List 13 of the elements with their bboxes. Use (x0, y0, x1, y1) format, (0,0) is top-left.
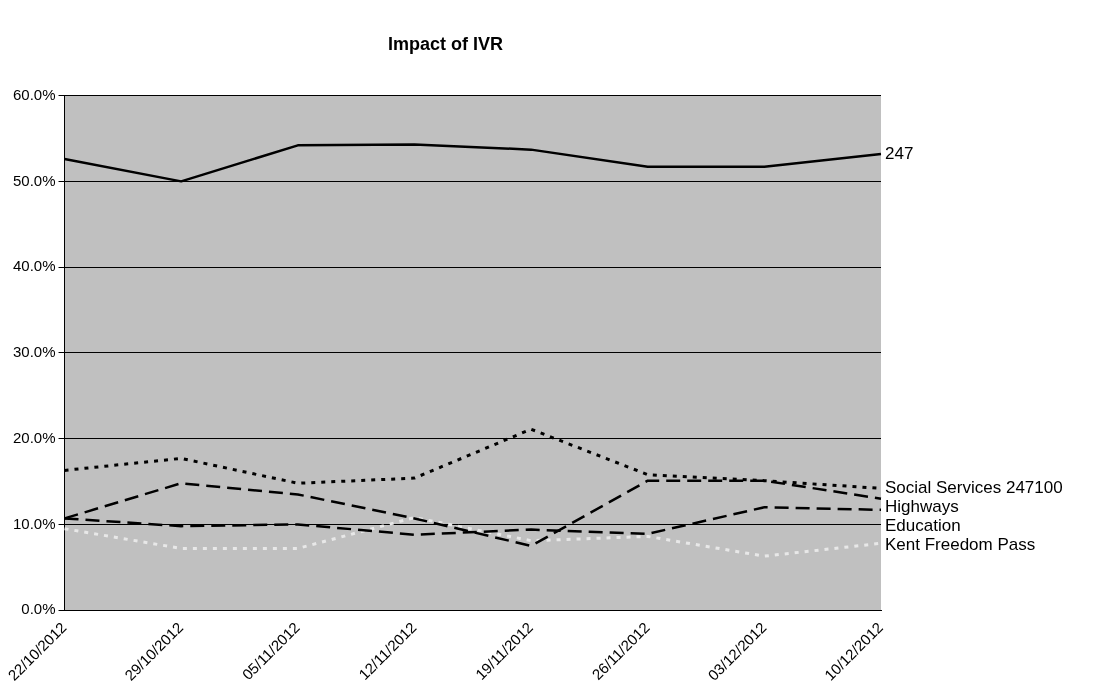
y-tick-label: 50.0% (12, 171, 56, 189)
y-tick-label: 0.0% (21, 600, 56, 618)
y-tick-label: 10.0% (12, 514, 56, 532)
y-tick-label: 30.0% (12, 343, 56, 361)
series-label: Education (885, 516, 961, 536)
series-label: Kent Freedom Pass (885, 535, 1036, 555)
y-tick-label: 20.0% (12, 428, 56, 446)
series-label: 247 (885, 143, 914, 163)
series-label: Social Services 247100 (885, 478, 1063, 498)
y-tick-label: 60.0% (12, 85, 56, 103)
series-label: Highways (885, 497, 959, 517)
chart-title: Impact of IVR (387, 33, 504, 54)
y-tick-label: 40.0% (12, 257, 56, 275)
